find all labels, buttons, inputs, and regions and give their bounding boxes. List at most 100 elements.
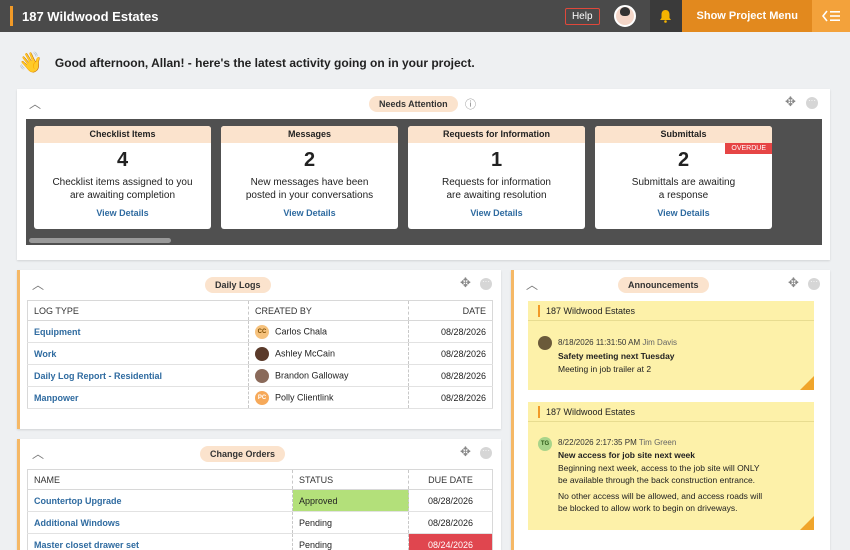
- created-by: Ashley McCain: [248, 342, 409, 365]
- announcement-meta: 8/18/2026 11:31:50 AM Jim Davis: [558, 338, 678, 347]
- change-orders-label: Change Orders: [200, 446, 286, 462]
- status-cell: Pending: [292, 533, 409, 550]
- submittals-card[interactable]: Submittals OVERDUE 2 Submittals are awai…: [595, 126, 772, 229]
- daily-logs-table: LOG TYPE CREATED BY DATE Equipment CC Car…: [27, 300, 493, 409]
- user-avatar[interactable]: [613, 5, 636, 27]
- due-date: 08/28/2026: [408, 489, 493, 512]
- collapse-icon[interactable]: ︿: [32, 447, 45, 461]
- collapse-menu-icon[interactable]: [812, 0, 850, 32]
- log-type-link[interactable]: Equipment: [27, 320, 249, 343]
- change-orders-table: NAME STATUS DUE DATE Countertop Upgrade …: [27, 469, 493, 550]
- announcement-body: Meeting in job trailer at 2: [558, 364, 652, 374]
- table-row[interactable]: Countertop Upgrade Approved 08/28/2026: [27, 489, 493, 512]
- page-fold: [800, 516, 814, 530]
- collapse-icon[interactable]: ︿: [32, 278, 45, 292]
- avatar: CC: [255, 324, 269, 339]
- card-count: 2: [677, 149, 690, 171]
- table-row[interactable]: Equipment CC Carlos Chala 08/28/2026: [27, 320, 493, 343]
- announcements-label: Announcements: [618, 277, 709, 293]
- help-button[interactable]: Help: [564, 7, 600, 25]
- status-cell: Approved: [292, 489, 409, 512]
- collapse-icon[interactable]: ︿: [526, 278, 539, 292]
- bell-icon[interactable]: [649, 0, 682, 32]
- card-count: 1: [490, 149, 503, 171]
- announcement-meta: 8/22/2026 2:17:35 PM Tim Green: [558, 438, 677, 447]
- show-project-menu-button[interactable]: Show Project Menu: [681, 0, 812, 32]
- announcement-subject: New access for job site next week: [558, 450, 696, 460]
- log-type-link[interactable]: Work: [27, 342, 249, 365]
- announcement-note[interactable]: 187 Wildwood Estates 8/18/2026 11:31:50 …: [528, 301, 814, 390]
- table-row[interactable]: Daily Log Report - Residential Brandon G…: [27, 364, 493, 387]
- view-details-link[interactable]: View Details: [283, 208, 336, 218]
- move-icon[interactable]: ✥: [460, 275, 471, 290]
- table-header: LOG TYPE CREATED BY DATE: [27, 300, 493, 321]
- top-bar: 187 Wildwood Estates Help Show Project M…: [0, 0, 850, 32]
- log-date: 08/28/2026: [408, 320, 493, 343]
- messages-card[interactable]: Messages 2 New messages have been posted …: [221, 126, 398, 229]
- move-icon[interactable]: ✥: [788, 275, 799, 290]
- column-header[interactable]: NAME: [27, 469, 293, 490]
- announcement-project: 187 Wildwood Estates: [528, 301, 814, 321]
- change-orders-panel: ︿ Change Orders ✥ ··· NAME STATUS DUE DA…: [17, 439, 501, 550]
- created-by: CC Carlos Chala: [248, 320, 409, 343]
- card-title: Checklist Items: [34, 126, 211, 143]
- more-options-icon[interactable]: ···: [480, 278, 492, 290]
- avatar: TG: [538, 437, 552, 451]
- title-accent: [10, 6, 13, 26]
- card-description: New messages have been posted in your con…: [245, 177, 374, 201]
- checklist-items-card[interactable]: Checklist Items 4 Checklist items assign…: [34, 126, 211, 229]
- rfi-card[interactable]: Requests for Information 1 Requests for …: [408, 126, 585, 229]
- log-date: 08/28/2026: [408, 364, 493, 387]
- announcement-project: 187 Wildwood Estates: [528, 402, 814, 422]
- table-row[interactable]: Master closet drawer set Pending 08/24/2…: [27, 533, 493, 550]
- avatar: PC: [255, 390, 269, 405]
- change-order-link[interactable]: Master closet drawer set: [27, 533, 293, 550]
- needs-attention-label: Needs Attention: [369, 96, 458, 112]
- page-fold: [800, 376, 814, 390]
- table-row[interactable]: Manpower PC Polly Clientlink 08/28/2026: [27, 386, 493, 409]
- info-icon[interactable]: ⓘ: [465, 99, 476, 111]
- change-order-link[interactable]: Additional Windows: [27, 511, 293, 534]
- column-header[interactable]: STATUS: [292, 469, 409, 490]
- daily-logs-label: Daily Logs: [205, 277, 271, 293]
- announcements-panel: ︿ Announcements ✥ ··· 187 Wildwood Estat…: [511, 270, 830, 550]
- view-details-link[interactable]: View Details: [470, 208, 523, 218]
- more-options-icon[interactable]: ···: [806, 97, 818, 109]
- created-by: PC Polly Clientlink: [248, 386, 409, 409]
- column-header[interactable]: DUE DATE: [408, 469, 493, 490]
- more-options-icon[interactable]: ···: [808, 278, 820, 290]
- view-details-link[interactable]: View Details: [657, 208, 710, 218]
- column-header[interactable]: CREATED BY: [248, 300, 409, 321]
- created-by: Brandon Galloway: [248, 364, 409, 387]
- horizontal-scrollbar[interactable]: [29, 238, 171, 243]
- move-icon[interactable]: ✥: [785, 94, 796, 109]
- attention-cards-strip[interactable]: Checklist Items 4 Checklist items assign…: [26, 119, 822, 245]
- more-options-icon[interactable]: ···: [480, 447, 492, 459]
- needs-attention-panel: ︿ Needs Attention ⓘ ✥ ··· Checklist Item…: [17, 89, 830, 260]
- column-header[interactable]: DATE: [408, 300, 493, 321]
- due-date: 08/24/2026: [408, 533, 493, 550]
- announcement-note[interactable]: 187 Wildwood Estates TG 8/22/2026 2:17:3…: [528, 402, 814, 530]
- avatar: [255, 346, 269, 361]
- card-count: 4: [116, 149, 129, 171]
- change-order-link[interactable]: Countertop Upgrade: [27, 489, 293, 512]
- status-cell: Pending: [292, 511, 409, 534]
- announcement-body: Beginning next week, access to the job s…: [558, 463, 763, 513]
- card-description: Checklist items assigned to you are await…: [52, 177, 193, 201]
- log-type-link[interactable]: Daily Log Report - Residential: [27, 364, 249, 387]
- view-details-link[interactable]: View Details: [96, 208, 149, 218]
- card-title: Requests for Information: [408, 126, 585, 143]
- due-date: 08/28/2026: [408, 511, 493, 534]
- greeting-text: Good afternoon, Allan! - here's the late…: [54, 55, 475, 70]
- project-title: 187 Wildwood Estates: [22, 8, 159, 24]
- log-date: 08/28/2026: [408, 386, 493, 409]
- move-icon[interactable]: ✥: [460, 444, 471, 459]
- greeting: 👋 Good afternoon, Allan! - here's the la…: [18, 50, 475, 75]
- log-type-link[interactable]: Manpower: [27, 386, 249, 409]
- avatar: [538, 336, 552, 350]
- collapse-icon[interactable]: ︿: [29, 97, 42, 111]
- column-header[interactable]: LOG TYPE: [27, 300, 249, 321]
- table-row[interactable]: Additional Windows Pending 08/28/2026: [27, 511, 493, 534]
- announcement-subject: Safety meeting next Tuesday: [558, 351, 675, 361]
- table-row[interactable]: Work Ashley McCain 08/28/2026: [27, 342, 493, 365]
